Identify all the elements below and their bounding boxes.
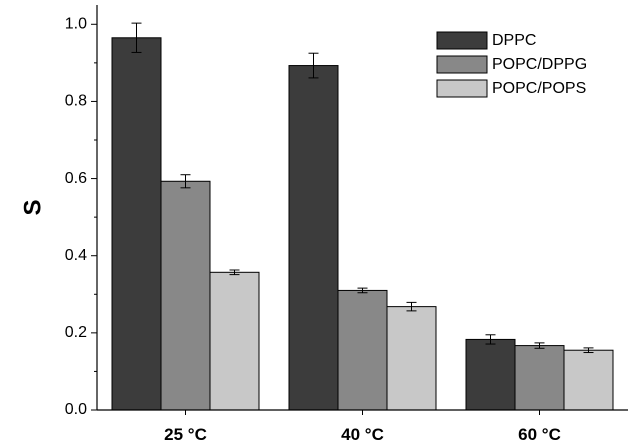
y-tick-label-5: 1.0 xyxy=(65,16,87,33)
y-tick-label-4: 0.8 xyxy=(65,93,87,110)
bar-POPC/DPPG-2 xyxy=(514,345,565,411)
bar-DPPC-0 xyxy=(111,37,162,411)
legend-swatch-POPC/DPPG xyxy=(436,55,488,74)
bars-group xyxy=(111,37,614,411)
legend-swatch-POPC/POPS xyxy=(436,79,488,98)
bar-POPC/POPS-0 xyxy=(209,271,260,411)
x-tick-label-1: 40 °C xyxy=(341,425,384,444)
legend-label-POPC/POPS: POPC/POPS xyxy=(492,80,586,97)
legend-label-DPPC: DPPC xyxy=(492,32,536,49)
axes-group: 25 °C 40 °C 60 °C 0.0 0.2 0.4 0.6 0.8 1.0 xyxy=(65,5,628,444)
bar-POPC/POPS-1 xyxy=(386,306,437,411)
y-axis-label: S xyxy=(19,199,46,215)
legend-label-POPC/DPPG: POPC/DPPG xyxy=(492,56,587,73)
y-tick-label-2: 0.4 xyxy=(65,247,87,264)
bar-DPPC-1 xyxy=(288,65,339,411)
bar-POPC/POPS-2 xyxy=(563,349,614,411)
y-tick-label-0: 0.0 xyxy=(65,401,87,418)
y-tick-label-3: 0.6 xyxy=(65,170,87,187)
legend-swatch-DPPC xyxy=(436,31,488,50)
x-tick-label-0: 25 °C xyxy=(164,425,207,444)
bar-POPC/DPPG-1 xyxy=(337,289,388,411)
error-bars-group xyxy=(131,22,594,354)
bar-POPC/DPPG-0 xyxy=(160,180,211,411)
bar-DPPC-2 xyxy=(465,338,516,411)
y-tick-label-1: 0.2 xyxy=(65,324,87,341)
legend: DPPC POPC/DPPG POPC/POPS xyxy=(436,31,587,98)
x-tick-label-2: 60 °C xyxy=(518,425,561,444)
